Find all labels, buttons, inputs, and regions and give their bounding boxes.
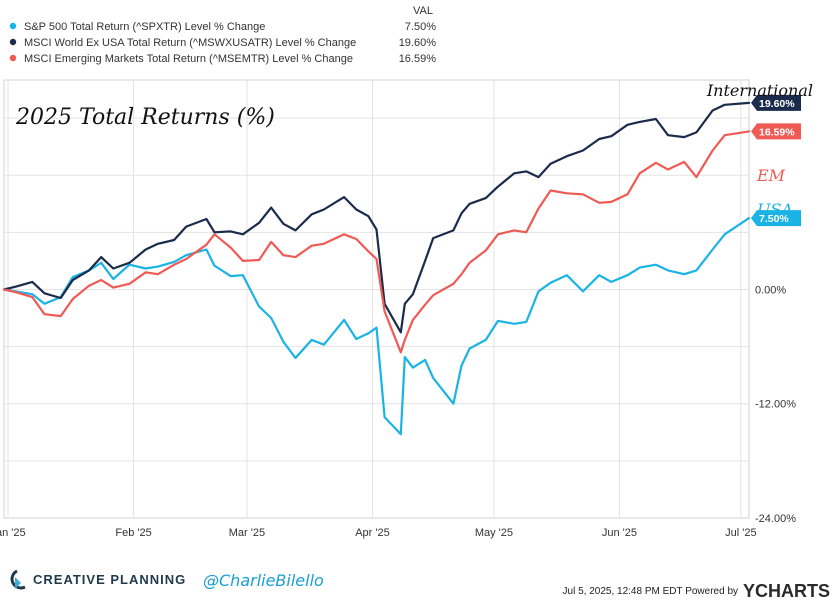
grid — [3, 79, 750, 519]
plot-frame — [3, 79, 750, 519]
end-value-badges: 7.50% 19.60% 16.59% — [751, 94, 801, 227]
end-badge-label: 19.60% — [759, 98, 795, 110]
x-tick-label: Jan '25 — [0, 527, 26, 539]
series-line-msci-world-ex-usa — [2, 101, 751, 334]
legend-marker-spx — [9, 22, 17, 30]
series-line-sp500 — [2, 217, 751, 436]
annotation-em: EM — [756, 166, 786, 185]
legend-value-world-ex-usa: 19.60% — [399, 37, 437, 49]
y-tick-label: -24.00% — [755, 513, 796, 525]
end-badge-label: 16.59% — [759, 126, 795, 138]
end-badge-label: 7.50% — [759, 213, 789, 225]
legend: VAL S&P 500 Total Return (^SPXTR) Level … — [9, 5, 437, 65]
x-tick-label: Feb '25 — [115, 527, 151, 539]
legend-label-world-ex-usa: MSCI World Ex USA Total Return (^MSWXUSA… — [24, 37, 356, 49]
y-axis-ticks: 0.00% -12.00% -24.00% — [755, 284, 796, 525]
legend-marker-em — [9, 54, 17, 62]
x-tick-label: May '25 — [475, 527, 513, 539]
creative-planning-logo-icon — [10, 569, 26, 590]
x-tick-label: Apr '25 — [355, 527, 390, 539]
x-tick-label: Mar '25 — [229, 527, 265, 539]
end-badge-shape — [751, 94, 801, 111]
legend-label-em: MSCI Emerging Markets Total Return (^MSE… — [24, 53, 353, 65]
legend-value-em: 16.59% — [399, 53, 437, 65]
end-badge-msci-em: 16.59% — [751, 123, 801, 140]
chart-title: 2025 Total Returns (%) — [15, 105, 275, 130]
end-badge-sp500: 7.50% — [751, 210, 801, 227]
y-tick-label: -12.00% — [755, 399, 796, 411]
series-layer — [2, 101, 751, 436]
x-tick-label: Jun '25 — [602, 527, 637, 539]
y-tick-label: 0.00% — [755, 284, 786, 296]
series-line-msci-em — [2, 130, 751, 354]
ycharts-logo[interactable]: YCHARTS — [743, 581, 830, 601]
legend-value-spx: 7.50% — [405, 21, 436, 33]
twitter-handle[interactable]: @CharlieBilello — [203, 571, 324, 590]
end-badge-shape — [751, 210, 801, 227]
brand-name: CREATIVE PLANNING — [33, 572, 186, 587]
footer-timestamp: Jul 5, 2025, 12:48 PM EDT Powered by — [563, 586, 738, 597]
end-badge-msci-world-ex-usa: 19.60% — [751, 94, 801, 111]
legend-marker-world-ex-usa — [9, 38, 17, 46]
legend-label-spx: S&P 500 Total Return (^SPXTR) Level % Ch… — [24, 21, 265, 33]
x-tick-label: Jul '25 — [725, 527, 756, 539]
x-axis-ticks: Jan '25 Feb '25 Mar '25 Apr '25 May '25 Jun '… — [0, 527, 757, 539]
annotation-international: International — [706, 81, 813, 100]
footer: CREATIVE PLANNING @CharlieBilello Jul 5,… — [10, 569, 830, 601]
annotation-usa: USA — [757, 200, 793, 219]
end-badge-shape — [751, 123, 801, 140]
legend-header: VAL — [413, 5, 433, 17]
